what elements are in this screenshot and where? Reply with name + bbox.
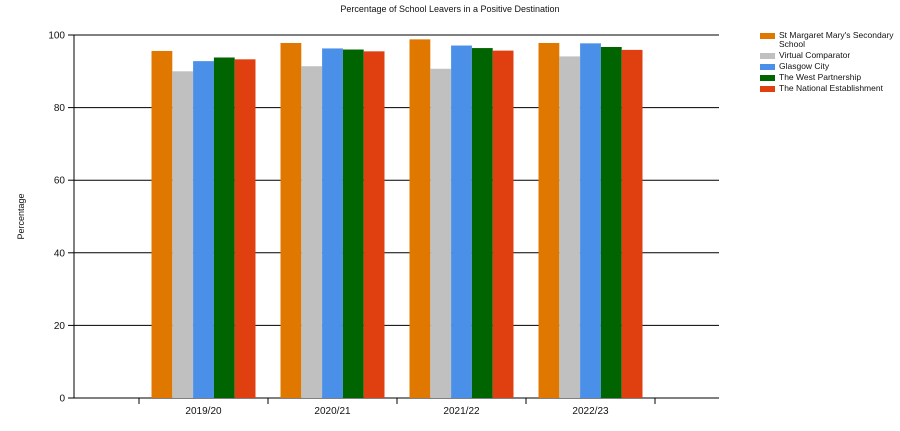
- legend-label: Glasgow City: [779, 61, 830, 71]
- y-tick-label: 100: [48, 31, 65, 42]
- legend-item-3: The West Partnership: [760, 73, 895, 82]
- bar-0-1: [172, 71, 194, 399]
- legend-swatch: [760, 53, 775, 59]
- bar-1-4: [363, 51, 385, 399]
- bar-0-4: [234, 59, 256, 399]
- legend-item-1: Virtual Comparator: [760, 51, 895, 60]
- bar-0-3: [213, 57, 235, 398]
- legend-label: St Margaret Mary's Secondary School: [779, 30, 894, 49]
- y-tick-label: 80: [54, 103, 66, 114]
- bar-3-1: [559, 56, 581, 399]
- legend: St Margaret Mary's Secondary School Virtu…: [760, 31, 895, 95]
- x-tick-label: 2022/23: [572, 406, 609, 417]
- legend-swatch: [760, 33, 775, 39]
- y-tick-label: 0: [59, 394, 65, 405]
- legend-swatch: [760, 64, 775, 70]
- bar-1-1: [301, 66, 323, 398]
- legend-item-4: The National Establishment: [760, 84, 895, 93]
- bar-2-0: [409, 39, 431, 399]
- bar-2-2: [451, 45, 472, 398]
- bar-3-2: [580, 43, 601, 398]
- legend-swatch: [760, 86, 775, 92]
- bar-3-0: [538, 42, 560, 399]
- legend-item-2: Glasgow City: [760, 62, 895, 71]
- y-tick-label: 20: [54, 321, 66, 332]
- y-tick-label: 40: [54, 248, 66, 259]
- bar-2-4: [492, 50, 514, 398]
- bar-1-3: [342, 49, 364, 399]
- legend-label: The West Partnership: [779, 72, 862, 82]
- y-tick-label: 60: [54, 176, 66, 187]
- legend-label: The National Establishment: [779, 83, 883, 93]
- chart-title: Percentage of School Leavers in a Positi…: [340, 4, 560, 14]
- x-tick-label: 2020/21: [314, 406, 351, 417]
- bar-2-1: [430, 68, 452, 398]
- bar-1-2: [322, 48, 343, 398]
- legend-item-0: St Margaret Mary's Secondary School: [760, 31, 895, 49]
- x-tick-label: 2021/22: [443, 406, 480, 417]
- bar-1-0: [280, 42, 302, 399]
- legend-label: Virtual Comparator: [779, 50, 851, 60]
- bar-2-3: [471, 48, 493, 399]
- bar-3-4: [621, 49, 643, 399]
- y-axis-label: Percentage: [16, 193, 26, 239]
- legend-swatch: [760, 75, 775, 81]
- bar-0-2: [193, 61, 214, 399]
- x-tick-label: 2019/20: [185, 406, 222, 417]
- bar-3-3: [600, 46, 622, 398]
- bar-0-0: [151, 50, 173, 399]
